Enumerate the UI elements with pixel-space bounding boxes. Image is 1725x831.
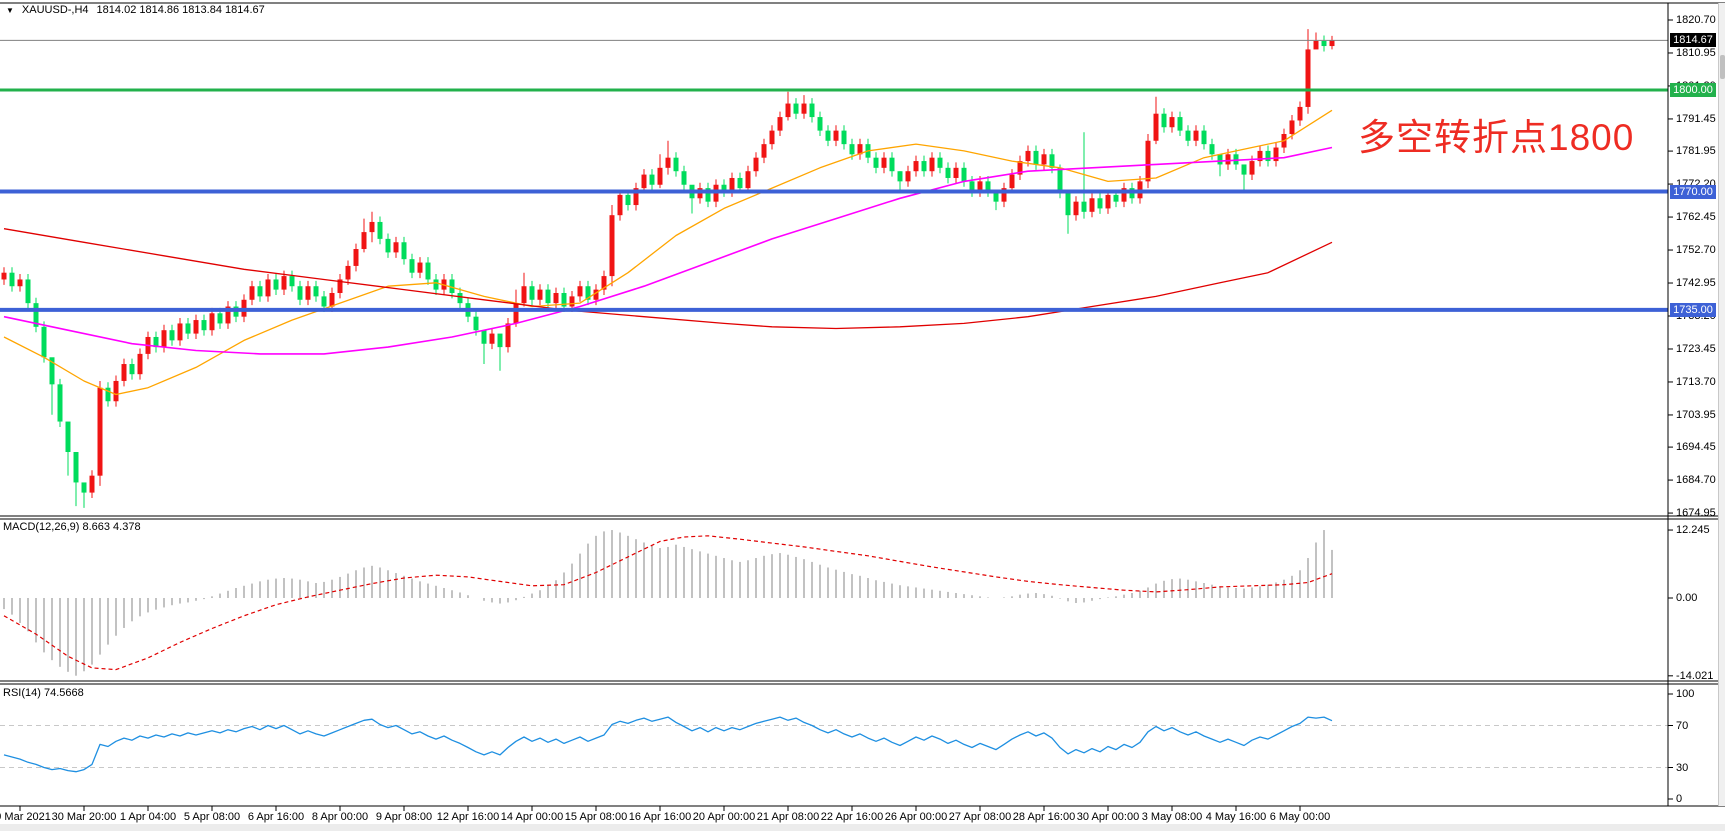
axis-ticks	[19, 19, 1673, 811]
macd-tick-label: -14.021	[1676, 669, 1714, 682]
time-tick-label: 27 Apr 08:00	[948, 811, 1012, 823]
price-tick-label: 1703.95	[1676, 408, 1716, 421]
time-tick-label: 26 Apr 00:00	[884, 811, 948, 823]
macd-signal-line	[3, 535, 1333, 671]
price-tick-label: 1713.70	[1676, 375, 1716, 388]
rsi-tick-label: 70	[1676, 719, 1689, 732]
price-level-box: 1814.67	[1670, 33, 1716, 48]
annotation-text: 多空转折点1800	[1358, 117, 1635, 158]
time-tick-label: 9 Apr 08:00	[375, 811, 433, 823]
time-tick-label: 22 Apr 16:00	[820, 811, 884, 823]
macd-tick-label: 0.00	[1676, 592, 1698, 604]
price-tick-label: 1684.70	[1676, 474, 1716, 487]
chart-title: ▼ XAUUSD-,H4 1814.02 1814.86 1813.84 181…	[6, 4, 265, 16]
rsi-tick-label: 0	[1676, 793, 1683, 805]
ma-fast-orange-line	[3, 109, 1333, 396]
time-tick-label: 12 Apr 16:00	[436, 811, 500, 823]
rsi-tick-label: 30	[1676, 761, 1689, 774]
price-tick-label: 1723.45	[1676, 342, 1716, 355]
price-axis[interactable]: 1820.701810.951801.201791.451781.951772.…	[1668, 3, 1718, 806]
time-tick-label: 8 Apr 00:00	[311, 811, 369, 823]
window-bottom-edge	[0, 824, 1725, 831]
time-tick-label: 30 Apr 00:00	[1076, 811, 1140, 823]
time-tick-label: 30 Mar 20:00	[51, 811, 117, 823]
time-tick-label: 29 Mar 2021	[0, 811, 51, 823]
time-tick-label: 5 Apr 08:00	[183, 811, 241, 823]
price-tick-label: 1694.45	[1676, 441, 1716, 454]
collapse-triangle-icon[interactable]: ▼	[6, 5, 14, 15]
ma-slow-red-line	[3, 228, 1333, 330]
price-tick-label: 1791.45	[1676, 112, 1716, 125]
time-tick-label: 1 Apr 04:00	[119, 811, 177, 823]
time-tick-label: 6 May 00:00	[1269, 811, 1331, 823]
price-level-box: 1800.00	[1670, 83, 1716, 98]
time-tick-label: 14 Apr 00:00	[500, 811, 564, 823]
macd-histogram	[3, 530, 1333, 676]
scrollbar-thumb[interactable]	[1720, 55, 1725, 79]
price-tick-label: 1742.95	[1676, 277, 1716, 290]
rsi-panel-layer	[0, 716, 1668, 773]
symbol-timeframe-label: XAUUSD-,H4	[21, 4, 89, 16]
time-tick-label: 21 Apr 08:00	[756, 811, 820, 823]
price-level-box: 1735.00	[1670, 302, 1716, 317]
time-tick-label: 20 Apr 00:00	[692, 811, 756, 823]
time-tick-label: 6 Apr 16:00	[247, 811, 305, 823]
rsi-indicator-label: RSI(14) 74.5668	[3, 687, 84, 699]
price-tick-label: 1752.70	[1676, 244, 1716, 257]
price-tick-label: 1810.95	[1676, 46, 1716, 59]
panel-borders	[0, 2, 1725, 807]
time-tick-label: 4 May 16:00	[1205, 811, 1267, 823]
macd-indicator-label: MACD(12,26,9) 8.663 4.378	[3, 521, 141, 533]
price-tick-label: 1674.95	[1676, 507, 1716, 520]
ma-mid-magenta-line	[3, 146, 1333, 355]
time-tick-label: 28 Apr 16:00	[1012, 811, 1076, 823]
ohlc-values: 1814.02 1814.86 1813.84 1814.67	[96, 4, 265, 16]
price-tick-label: 1781.95	[1676, 145, 1716, 158]
vertical-scrollbar[interactable]	[1718, 3, 1725, 806]
macd-tick-label: 12.245	[1676, 524, 1710, 537]
price-tick-label: 1762.45	[1676, 211, 1716, 224]
rsi-tick-label: 100	[1676, 688, 1695, 700]
candles-layer	[1, 29, 1335, 508]
price-tick-label: 1820.70	[1676, 13, 1716, 26]
time-tick-label: 15 Apr 08:00	[564, 811, 628, 823]
time-tick-label: 3 May 08:00	[1141, 811, 1203, 823]
time-tick-label: 16 Apr 16:00	[628, 811, 692, 823]
price-level-box: 1770.00	[1670, 184, 1716, 199]
